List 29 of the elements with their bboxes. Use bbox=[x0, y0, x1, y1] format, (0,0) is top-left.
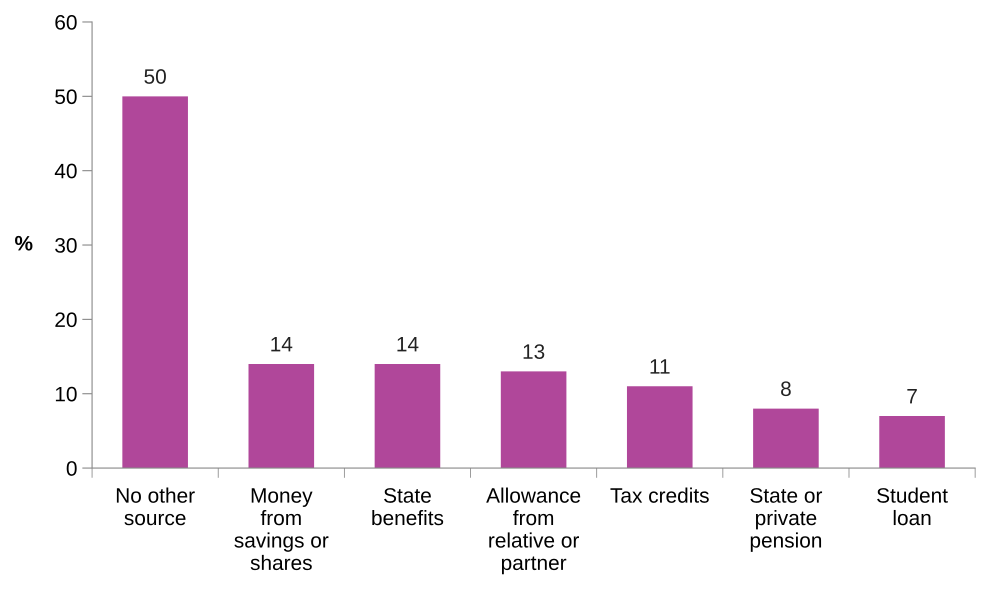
x-tick-label: Money from savings or shares bbox=[234, 488, 328, 570]
bar bbox=[122, 96, 188, 468]
bar bbox=[626, 386, 693, 468]
data-label: 14 bbox=[271, 336, 292, 352]
data-label: 13 bbox=[524, 344, 544, 359]
y-tick-label: 40 bbox=[54, 164, 77, 178]
bar bbox=[500, 371, 566, 468]
x-tick-label: No other source bbox=[116, 488, 195, 526]
y-tick-label: 0 bbox=[66, 461, 77, 476]
y-tick-label: 60 bbox=[55, 14, 77, 30]
y-tick-label: 10 bbox=[56, 386, 77, 402]
x-tick-label: Student loan bbox=[877, 488, 948, 526]
bar bbox=[753, 408, 819, 468]
x-tick-label: Allowance from relative or partner bbox=[486, 488, 580, 574]
bar bbox=[879, 416, 945, 468]
y-tick-label: 20 bbox=[55, 312, 77, 328]
x-tick-label: State or private pension bbox=[750, 488, 822, 552]
data-label: 50 bbox=[144, 69, 166, 84]
bar bbox=[248, 364, 314, 468]
data-label: 7 bbox=[907, 389, 917, 404]
data-label: 14 bbox=[397, 336, 418, 352]
data-label: 8 bbox=[781, 381, 791, 396]
data-label: 11 bbox=[650, 359, 670, 374]
x-tick-label: State benefits bbox=[372, 488, 444, 526]
x-tick-label: Tax credits bbox=[610, 488, 709, 503]
y-tick-label: 50 bbox=[55, 89, 77, 104]
y-tick-label: 30 bbox=[55, 238, 77, 253]
bar bbox=[374, 364, 440, 468]
y-axis-title: % bbox=[15, 236, 32, 251]
